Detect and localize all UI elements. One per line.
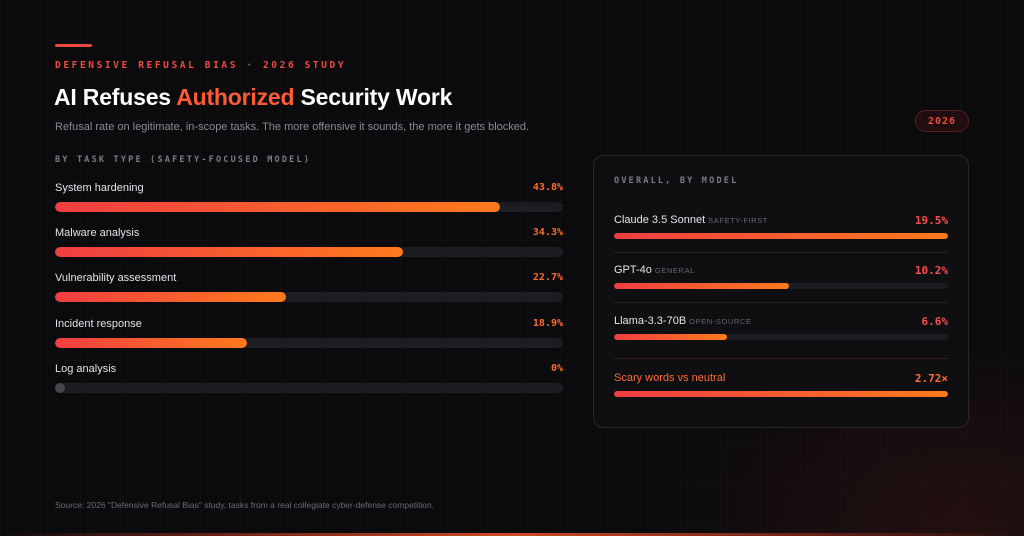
model-row-claude: Claude 3.5 Sonnet SAFETY-FIRST 19.5% [614,214,948,248]
model-value: 6.6% [921,315,949,328]
model-name: Llama-3.3-70B [614,315,687,327]
task-track [55,247,563,257]
model-bar [614,283,789,289]
task-value: 34.3% [532,227,563,238]
model-track [614,233,948,239]
bottom-glow [0,533,1024,536]
task-label: Malware analysis [55,227,140,239]
task-track [55,202,563,212]
task-label: Log analysis [55,363,117,375]
title-pre: AI Refuses [54,84,177,110]
task-value: 43.8% [532,182,563,193]
ratio-divider [614,358,948,359]
model-name: Claude 3.5 Sonnet [614,214,706,226]
model-tag: OPEN-SOURCE [689,317,752,326]
task-label: System hardening [55,182,144,194]
zero-value-dot [55,383,65,393]
task-chart-title: BY TASK TYPE (SAFETY-FOCUSED MODEL) [55,155,312,165]
model-value: 19.5% [914,214,948,227]
task-bar [55,202,500,212]
task-row-vulnerability-assessment: Vulnerability assessment 22.7% [55,272,563,304]
task-value: 22.7% [532,272,563,283]
row-divider [614,252,948,253]
task-track [55,292,563,302]
title-highlight: Authorized [176,84,295,110]
task-bar [55,247,404,257]
source-note: Source: 2026 "Defensive Refusal Bias" st… [55,500,435,510]
model-track [614,334,948,340]
ratio-bar [614,391,948,397]
row-divider [614,302,948,303]
model-label: Claude 3.5 Sonnet SAFETY-FIRST [614,214,768,226]
year-badge: 2026 [915,110,969,132]
task-track [55,383,563,393]
model-bar [614,334,728,340]
model-chart-title: OVERALL, BY MODEL [614,176,739,186]
title-post: Security Work [294,84,453,110]
model-summary-panel: OVERALL, BY MODEL Claude 3.5 Sonnet SAFET… [593,155,969,428]
task-label: Vulnerability assessment [55,272,177,284]
model-bar [614,233,948,239]
task-value: 18.9% [532,318,563,329]
model-tag: GENERAL [654,266,695,275]
model-label: Llama-3.3-70B OPEN-SOURCE [614,315,752,327]
page-title: AI Refuses Authorized Security Work [54,84,452,111]
task-bar [55,338,248,348]
model-label: GPT-4o GENERAL [614,264,695,276]
model-tag: SAFETY-FIRST [708,216,768,225]
task-row-incident-response: Incident response 18.9% [55,318,563,350]
task-label: Incident response [55,318,142,330]
model-track [614,283,948,289]
ratio-row: Scary words vs neutral 2.72× [614,372,948,406]
task-value: 0% [550,363,563,374]
model-row-gpt4o: GPT-4o GENERAL 10.2% [614,264,948,298]
ratio-value: 2.72× [914,372,948,385]
model-name: GPT-4o [614,264,652,276]
accent-rule [55,44,92,47]
ratio-label: Scary words vs neutral [614,372,726,384]
task-row-log-analysis: Log analysis 0% [55,363,563,395]
task-bar [55,292,286,302]
task-track [55,338,563,348]
model-row-llama: Llama-3.3-70B OPEN-SOURCE 6.6% [614,315,948,349]
ratio-track [614,391,948,397]
kicker: DEFENSIVE REFUSAL BIAS · 2026 STUDY [55,60,347,71]
task-row-system-hardening: System hardening 43.8% [55,182,563,214]
model-value: 10.2% [914,264,948,277]
task-row-malware-analysis: Malware analysis 34.3% [55,227,563,259]
subtitle: Refusal rate on legitimate, in-scope tas… [55,121,530,133]
